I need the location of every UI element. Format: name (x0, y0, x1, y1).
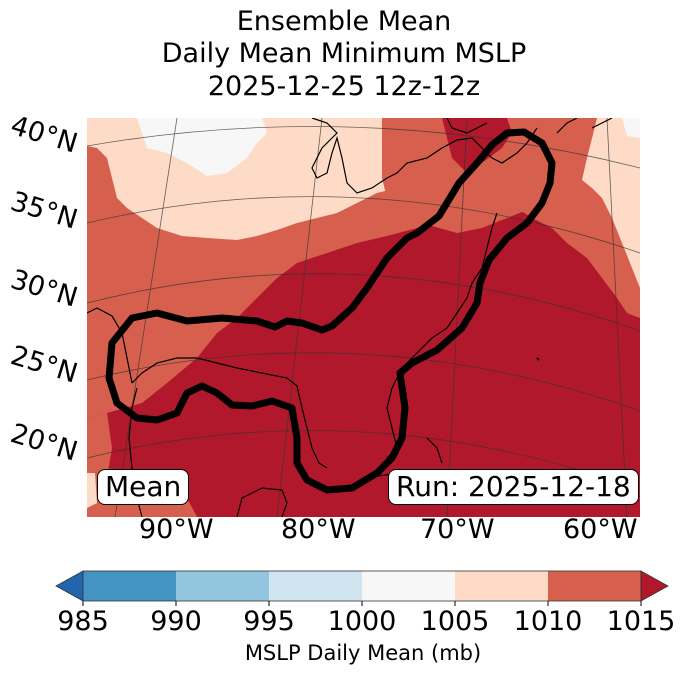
colorbar-extend-min (55, 570, 84, 602)
map-canvas (87, 118, 640, 517)
colorbar-tick-label: 1000 (327, 606, 397, 637)
title-line-1: Ensemble Mean (236, 6, 452, 37)
colorbar (55, 570, 669, 606)
mslp-contour (105, 128, 556, 494)
field-1000-1005-sw (87, 473, 97, 508)
colorbar-tick-label: 990 (150, 606, 202, 637)
lat-label-35n: 35°N (6, 186, 82, 236)
lat-label-25n: 25°N (6, 340, 82, 390)
colorbar-tick-label: 1005 (420, 606, 490, 637)
lon-label-60w: 60°W (563, 514, 638, 545)
field-1000-1005-ne (622, 118, 640, 138)
lon-label-80w: 80°W (281, 514, 356, 545)
lon-label-90w: 90°W (139, 514, 214, 545)
title-line-2: Daily Mean Minimum MSLP (161, 38, 527, 69)
colorbar-tick-label: 1010 (513, 606, 583, 637)
field-1000-1005 (137, 118, 267, 176)
colorbar-tick-label: 1015 (606, 606, 676, 637)
colorbar-segment-990-995 (176, 571, 269, 601)
colorbar-tick-label: 985 (57, 606, 109, 637)
lon-label-70w: 70°W (420, 514, 495, 545)
lat-label-30n: 30°N (6, 264, 82, 314)
title-line-3: 2025-12-25 12z-12z (207, 71, 481, 102)
lat-label-20n: 20°N (6, 418, 82, 468)
colorbar-extend-max (640, 570, 669, 602)
colorbar-tick-label: 995 (243, 606, 295, 637)
field-gt1015-north (442, 118, 512, 173)
graticule (87, 118, 640, 517)
colorbar-segment-985-990 (83, 571, 176, 601)
colorbar-segment-1010-1015 (548, 571, 641, 601)
colorbar-segment-1005-1010 (455, 571, 548, 601)
colorbar-label: MSLP Daily Mean (mb) (244, 641, 482, 665)
mean-label-box: Mean (97, 469, 190, 505)
colorbar-segment-995-1000 (269, 571, 362, 601)
map-panel (87, 118, 640, 517)
colorbar-segment-1000-1005 (362, 571, 455, 601)
lat-label-40n: 40°N (6, 110, 82, 160)
run-date-box: Run: 2025-12-18 (388, 469, 639, 505)
